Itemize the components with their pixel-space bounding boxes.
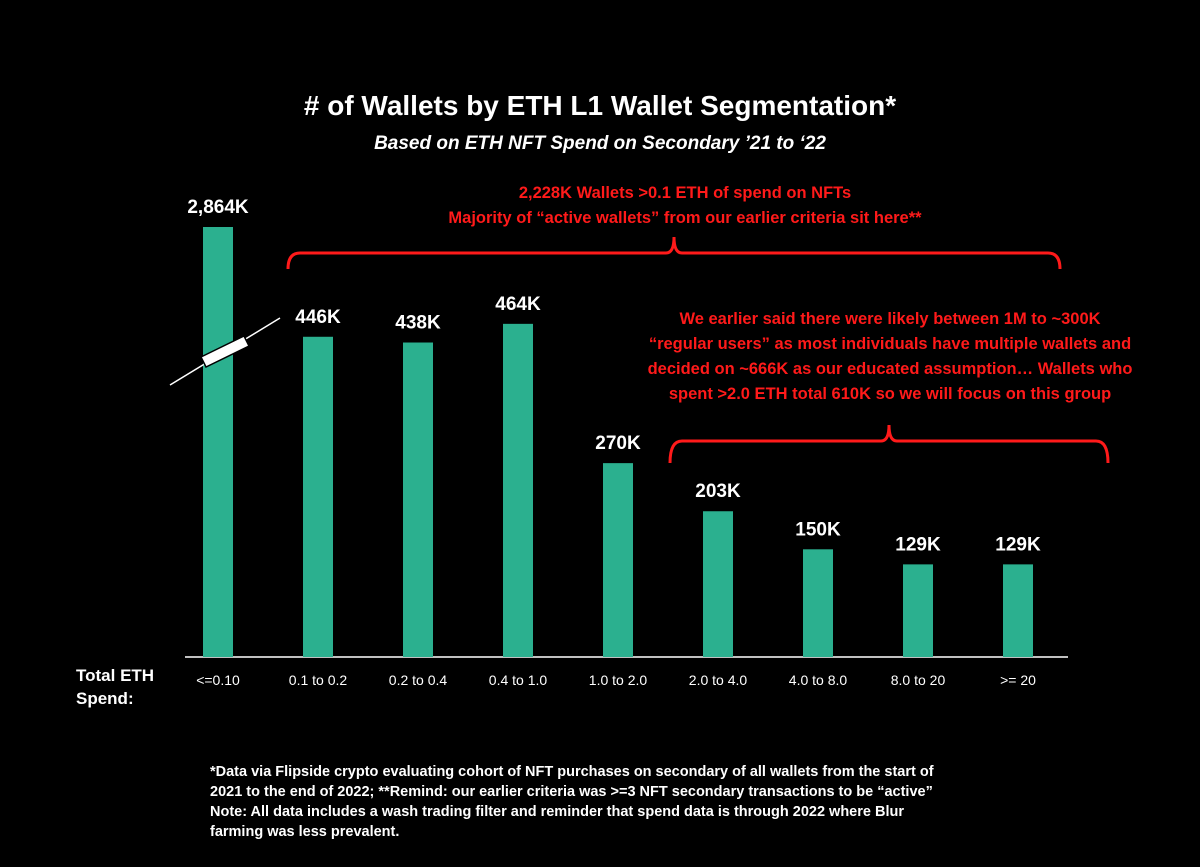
annotation-line: We earlier said there were likely betwee…	[679, 310, 1101, 328]
data-label: 446K	[295, 307, 341, 328]
bar	[303, 336, 333, 657]
annotation-line: “regular users” as most individuals have…	[648, 335, 1132, 353]
tick-label: 1.0 to 2.0	[589, 672, 648, 688]
annotation-line: 2,228K Wallets >0.1 ETH of spend on NFTs	[518, 184, 852, 202]
x-axis-title: Total ETH Spend:	[76, 666, 155, 708]
tick-label: 8.0 to 20	[891, 672, 946, 688]
data-label: 129K	[895, 534, 941, 555]
bar	[703, 511, 733, 657]
data-label: 464K	[495, 294, 541, 315]
annotation-bracket	[286, 236, 1062, 270]
footnote-line: 2021 to the end of 2022; **Remind: our e…	[210, 784, 933, 800]
tick-label: 2.0 to 4.0	[689, 672, 748, 688]
chart-subtitle: Based on ETH NFT Spend on Secondary ’21 …	[374, 133, 826, 154]
tick-label: 0.1 to 0.2	[289, 672, 348, 688]
footnote: *Data via Flipside crypto evaluating coh…	[210, 762, 1030, 842]
annotation-line: Majority of “active wallets” from our ea…	[448, 209, 922, 227]
annotation-bracket	[668, 424, 1110, 464]
footnote-line: farming was less prevalent.	[210, 824, 400, 840]
footnote-line: Note: All data includes a wash trading f…	[210, 804, 904, 820]
data-label: 270K	[595, 433, 641, 454]
annotation-regular-users: We earlier said there were likely betwee…	[620, 307, 1160, 407]
bar	[1003, 564, 1033, 657]
bar	[903, 564, 933, 657]
data-label: 438K	[395, 313, 441, 334]
tick-label: 0.4 to 1.0	[489, 672, 548, 688]
bar	[203, 227, 233, 657]
tick-label: <=0.10	[196, 672, 240, 688]
tick-label: 0.2 to 0.4	[389, 672, 448, 688]
bar	[403, 342, 433, 657]
bar	[603, 463, 633, 657]
bar	[803, 549, 833, 657]
axis-break-marker	[199, 335, 251, 368]
annotation-active-wallets: 2,228K Wallets >0.1 ETH of spend on NFTs…	[300, 181, 1070, 231]
data-label: 150K	[795, 519, 841, 540]
annotation-line: decided on ~666K as our educated assumpt…	[647, 360, 1133, 378]
data-label: 2,864K	[187, 197, 249, 218]
chart-title: # of Wallets by ETH L1 Wallet Segmentati…	[303, 90, 897, 121]
tick-label: >= 20	[1000, 672, 1036, 688]
data-label: 203K	[695, 481, 741, 502]
bar	[503, 323, 533, 657]
annotation-line: spent >2.0 ETH total 610K so we will foc…	[668, 385, 1112, 403]
tick-label: 4.0 to 8.0	[789, 672, 848, 688]
footnote-line: *Data via Flipside crypto evaluating coh…	[210, 764, 934, 780]
data-label: 129K	[995, 534, 1041, 555]
